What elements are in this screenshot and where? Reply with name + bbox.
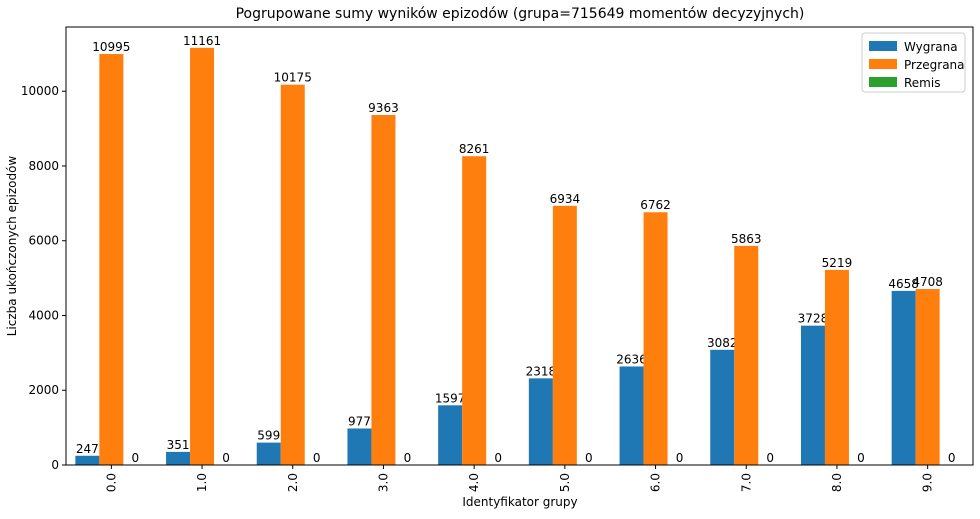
- plot-area: 247 351 599 977 1597 2318 2636 3082 3728 4658 1099…: [21, 26, 974, 492]
- legend-label-remis: Remis: [904, 76, 940, 90]
- bar-label-remis-5: 0: [585, 451, 593, 465]
- x-tick-label-7: 7.0: [739, 473, 753, 492]
- bar-label-przegrana-8: 5219: [822, 256, 853, 270]
- x-tick-label-0: 0.0: [104, 473, 118, 492]
- bar-wygrana-5: [528, 378, 553, 465]
- bar-przegrana-7: [734, 245, 759, 465]
- bar-label-wygrana-4: 1597: [435, 391, 466, 405]
- bar-przegrana-5: [552, 205, 577, 465]
- x-tick-label-3: 3.0: [376, 473, 390, 492]
- bar-label-przegrana-5: 6934: [550, 192, 581, 206]
- x-tick-label-5: 5.0: [558, 473, 572, 492]
- bar-label-wygrana-0: 247: [76, 442, 99, 456]
- bar-wygrana-6: [619, 366, 644, 465]
- bar-label-przegrana-4: 8261: [459, 142, 490, 156]
- bar-przegrana-6: [643, 212, 668, 465]
- x-tick-label-2: 2.0: [286, 473, 300, 492]
- bar-wygrana-7: [710, 349, 735, 465]
- legend-label-wygrana: Wygrana: [904, 40, 958, 54]
- bar-wygrana-0: [75, 455, 100, 465]
- bar-wygrana-8: [800, 325, 825, 465]
- bar-label-remis-2: 0: [313, 451, 321, 465]
- bar-label-wygrana-9: 4658: [888, 277, 919, 291]
- bar-przegrana-3: [371, 115, 396, 465]
- bar-label-przegrana-9: 4708: [912, 275, 943, 289]
- bar-label-wygrana-7: 3082: [707, 336, 738, 350]
- bar-label-wygrana-2: 599: [257, 429, 280, 443]
- x-tick-label-6: 6.0: [649, 473, 663, 492]
- bar-przegrana-8: [824, 269, 849, 465]
- plot-frame: [65, 26, 974, 466]
- bar-label-przegrana-7: 5863: [731, 232, 762, 246]
- y-axis-title: Liczba ukończonych epizodów: [5, 156, 19, 337]
- bar-label-wygrana-6: 2636: [616, 352, 647, 366]
- bar-przegrana-1: [190, 47, 215, 465]
- bar-wygrana-1: [166, 451, 191, 465]
- y-tick-label-4: 8000: [28, 159, 59, 173]
- bar-label-remis-4: 0: [494, 451, 502, 465]
- legend: Wygrana Przegrana Remis: [861, 32, 966, 93]
- bar-label-przegrana-1: 11161: [183, 34, 221, 48]
- bar-label-wygrana-3: 977: [348, 414, 371, 428]
- chart-title: Pogrupowane sumy wyników epizodów (grupa…: [236, 6, 805, 22]
- bar-label-wygrana-1: 351: [167, 438, 190, 452]
- legend-swatch-przegrana: [869, 59, 897, 69]
- y-tick-label-5: 10000: [21, 84, 59, 98]
- x-tick-label-1: 1.0: [195, 473, 209, 492]
- bar-label-remis-7: 0: [766, 451, 774, 465]
- x-tick-label-9: 9.0: [921, 473, 935, 492]
- bar-label-przegrana-6: 6762: [640, 198, 671, 212]
- bar-label-remis-0: 0: [132, 451, 140, 465]
- y-tick-label-3: 6000: [28, 234, 59, 248]
- bar-label-wygrana-5: 2318: [526, 364, 557, 378]
- bar-label-remis-3: 0: [404, 451, 412, 465]
- bar-przegrana-9: [915, 289, 940, 465]
- bar-label-remis-6: 0: [676, 451, 684, 465]
- y-tick-label-0: 0: [51, 458, 59, 472]
- x-tick-label-4: 4.0: [467, 473, 481, 492]
- bar-przegrana-4: [462, 156, 487, 465]
- legend-swatch-wygrana: [869, 41, 897, 51]
- bar-wygrana-9: [891, 290, 916, 465]
- bar-label-wygrana-8: 3728: [798, 312, 829, 326]
- bar-label-remis-1: 0: [222, 451, 230, 465]
- x-axis-title: Identyfikator grupy: [462, 495, 577, 509]
- legend-swatch-remis: [869, 77, 897, 87]
- bar-wygrana-3: [347, 428, 372, 465]
- y-tick-label-2: 4000: [28, 308, 59, 322]
- legend-label-przegrana: Przegrana: [904, 58, 965, 72]
- bar-wygrana-4: [438, 405, 463, 465]
- bar-label-przegrana-0: 10995: [92, 40, 130, 54]
- bar-label-przegrana-2: 10175: [274, 71, 312, 85]
- bar-label-przegrana-3: 9363: [368, 101, 399, 115]
- bar-wygrana-2: [256, 442, 281, 465]
- x-tick-label-8: 8.0: [830, 473, 844, 492]
- y-tick-label-1: 2000: [28, 383, 59, 397]
- bar-label-remis-9: 0: [948, 451, 956, 465]
- bar-przegrana-0: [99, 54, 124, 466]
- bar-przegrana-2: [280, 84, 305, 465]
- bar-label-remis-8: 0: [857, 451, 865, 465]
